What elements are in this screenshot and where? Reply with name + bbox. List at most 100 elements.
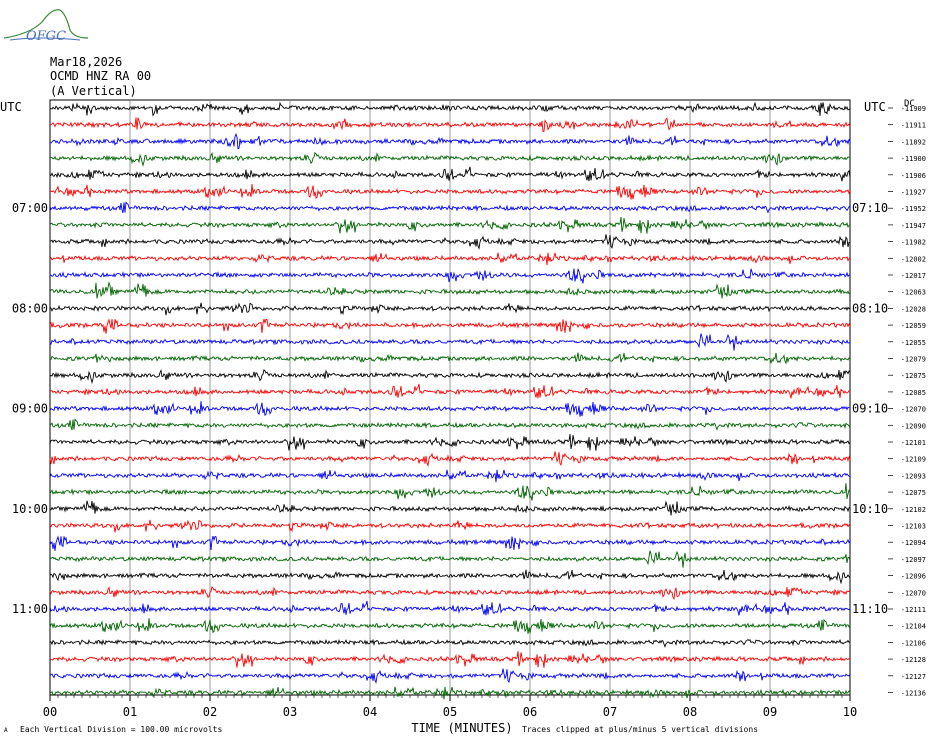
dc-offset-label: -12103 bbox=[901, 523, 926, 531]
trace-row-8 bbox=[49, 216, 851, 234]
x-tick-label: 01 bbox=[123, 705, 137, 719]
dc-offset-label: -12055 bbox=[901, 339, 926, 347]
dc-offset-label: -12093 bbox=[901, 472, 926, 480]
component-label: (A Vertical) bbox=[50, 84, 137, 98]
trace-row-24 bbox=[49, 483, 851, 501]
dc-offset-label: -11892 bbox=[901, 138, 926, 146]
dc-offset-label: -11927 bbox=[901, 189, 926, 197]
x-tick-label: 03 bbox=[283, 705, 297, 719]
trace-row-25 bbox=[49, 500, 851, 516]
right-time-label: 10:10 bbox=[852, 502, 888, 516]
trace-row-28 bbox=[49, 550, 851, 568]
dc-offset-label: -12079 bbox=[901, 356, 926, 364]
x-tick-label: 08 bbox=[683, 705, 697, 719]
dc-offset-label: -11911 bbox=[901, 122, 926, 130]
dc-offset-label: -12111 bbox=[901, 606, 926, 614]
trace-row-27 bbox=[49, 535, 851, 551]
trace-row-13 bbox=[49, 302, 851, 316]
dc-offset-label: -11900 bbox=[901, 155, 926, 163]
trace-row-22 bbox=[49, 451, 851, 467]
trace-row-18 bbox=[49, 383, 851, 399]
trace-row-21 bbox=[49, 434, 851, 451]
dc-offset-label: -11952 bbox=[901, 205, 926, 213]
trace-row-32 bbox=[49, 618, 851, 634]
trace-row-12 bbox=[49, 281, 851, 299]
dc-offset-label: -12085 bbox=[901, 389, 926, 397]
left-time-label: 07:00 bbox=[12, 201, 48, 215]
trace-row-29 bbox=[49, 569, 851, 585]
trace-row-26 bbox=[49, 519, 851, 533]
x-tick-label: 04 bbox=[363, 705, 377, 719]
dc-unit-label: DC bbox=[904, 99, 915, 109]
label-layer: 00 01 02 03 04 05 06 07 08 09 10 -11909 -11911 -11892… bbox=[12, 105, 926, 719]
x-tick-label: 00 bbox=[43, 705, 57, 719]
dc-offset-label: -12128 bbox=[901, 656, 926, 664]
right-time-label: 08:10 bbox=[852, 301, 888, 315]
left-utc-label: UTC bbox=[0, 100, 22, 114]
trace-row-34 bbox=[49, 651, 851, 668]
dc-offset-label: -12075 bbox=[901, 372, 926, 380]
trace-row-2 bbox=[49, 117, 851, 132]
dc-offset-label: -12063 bbox=[901, 289, 926, 297]
right-time-label: 09:10 bbox=[852, 402, 888, 416]
dc-offset-label: -12075 bbox=[901, 489, 926, 497]
dc-offset-label: -12104 bbox=[901, 623, 926, 631]
dc-offset-label: -12106 bbox=[901, 639, 926, 647]
trace-row-23 bbox=[49, 469, 851, 483]
x-tick-label: 09 bbox=[763, 705, 777, 719]
left-time-label: 09:00 bbox=[12, 402, 48, 416]
left-time-label: 11:00 bbox=[12, 602, 48, 616]
dc-offset-label: -12096 bbox=[901, 573, 926, 581]
dc-offset-label: -11909 bbox=[901, 105, 926, 113]
right-utc-label: UTC bbox=[864, 100, 886, 114]
trace-row-33 bbox=[49, 638, 851, 648]
x-axis-label: TIME (MINUTES) bbox=[411, 721, 512, 735]
trace-row-17 bbox=[49, 368, 851, 385]
trace-row-14 bbox=[49, 318, 851, 334]
trace-row-30 bbox=[49, 586, 851, 600]
dc-offset-label: -12102 bbox=[901, 506, 926, 514]
trace-row-10 bbox=[49, 252, 851, 266]
dc-offset-label: -12127 bbox=[901, 673, 926, 681]
date-label: Mar18,2026 bbox=[50, 55, 123, 69]
trace-row-9 bbox=[49, 234, 851, 250]
x-tick-label: 07 bbox=[603, 705, 617, 719]
dc-offset-label: -11982 bbox=[901, 239, 926, 247]
corner-mark: A bbox=[4, 727, 8, 734]
dc-offset-label: -12028 bbox=[901, 305, 926, 313]
dc-offset-label: -12059 bbox=[901, 322, 926, 330]
trace-row-15 bbox=[49, 333, 851, 351]
right-time-label: 07:10 bbox=[852, 201, 888, 215]
trace-layer bbox=[49, 101, 851, 700]
ofgc-logo: OFGC bbox=[3, 9, 89, 44]
dc-offset-label: -12090 bbox=[901, 422, 926, 430]
trace-row-31 bbox=[49, 600, 851, 616]
trace-row-3 bbox=[49, 132, 851, 150]
x-tick-label: 10 bbox=[843, 705, 857, 719]
trace-row-1 bbox=[49, 101, 851, 117]
trace-row-4 bbox=[49, 151, 851, 168]
left-time-label: 08:00 bbox=[12, 301, 48, 315]
x-tick-label: 06 bbox=[523, 705, 537, 719]
trace-row-7 bbox=[49, 201, 851, 214]
dc-offset-label: -12017 bbox=[901, 272, 926, 280]
dc-offset-label: -12101 bbox=[901, 439, 926, 447]
x-tick-label: 02 bbox=[203, 705, 217, 719]
clip-note: Traces clipped at plus/minus 5 vertical … bbox=[522, 725, 759, 734]
scale-note: Each Vertical Division = 100.00 microvol… bbox=[20, 725, 223, 734]
dc-offset-label: -12109 bbox=[901, 456, 926, 464]
right-time-label: 11:10 bbox=[852, 602, 888, 616]
dc-offset-label: -11906 bbox=[901, 172, 926, 180]
station-label: OCMD HNZ RA 00 bbox=[50, 69, 152, 83]
trace-row-6 bbox=[49, 183, 851, 200]
trace-row-19 bbox=[49, 401, 851, 417]
trace-row-36 bbox=[49, 686, 851, 700]
trace-row-16 bbox=[49, 352, 851, 365]
dc-offset-label: -12070 bbox=[901, 406, 926, 414]
trace-row-5 bbox=[49, 166, 851, 182]
dc-offset-label: -11947 bbox=[901, 222, 926, 230]
x-tick-label: 05 bbox=[443, 705, 457, 719]
grid-layer bbox=[49, 99, 851, 701]
dc-offset-label: -12070 bbox=[901, 589, 926, 597]
